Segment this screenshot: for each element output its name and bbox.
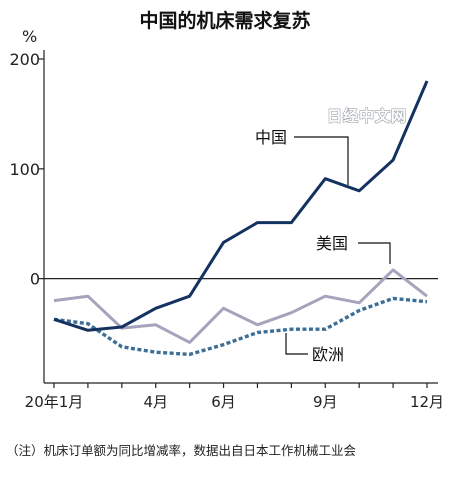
chart-title: 中国的机床需求复苏 <box>139 9 310 32</box>
y-tick-label: 200 <box>9 50 40 69</box>
x-tick-label: 4月 <box>143 393 168 411</box>
leader-line-eu <box>285 333 308 355</box>
chart: 中国的机床需求复苏 % 日经中文网 0 100 200 20年1月 4月 6月 9月 12月… <box>9 9 444 411</box>
y-tick-label: 100 <box>9 160 40 179</box>
x-tick-label: 20年1月 <box>25 393 84 411</box>
y-tick-label: 0 <box>30 270 40 289</box>
watermark: 日经中文网 <box>327 107 407 125</box>
series-lines <box>53 80 429 357</box>
y-axis-unit: % <box>22 27 37 46</box>
y-tick-labels: 0 100 200 <box>9 50 40 289</box>
axes <box>39 50 438 388</box>
series-labels: 中国 美国 欧洲 <box>255 128 348 364</box>
x-tick-labels: 20年1月 4月 6月 9月 12月 <box>25 393 444 411</box>
leader-line-china <box>294 136 349 185</box>
label-leader-lines <box>285 136 391 355</box>
footnote: （注）机床订单额为同比增减率，数据出自日本工作机械工业会 <box>6 443 357 458</box>
x-tick-label: 12月 <box>410 393 444 411</box>
series-label-eu: 欧洲 <box>312 345 344 364</box>
series-line-us <box>53 268 428 344</box>
leader-line-us <box>358 242 391 264</box>
series-line-china <box>53 80 429 332</box>
x-tick-label: 9月 <box>313 393 338 411</box>
series-label-china: 中国 <box>255 128 287 147</box>
series-line-eu <box>53 296 428 357</box>
x-tick-label: 6月 <box>211 393 236 411</box>
series-label-us: 美国 <box>316 234 348 253</box>
